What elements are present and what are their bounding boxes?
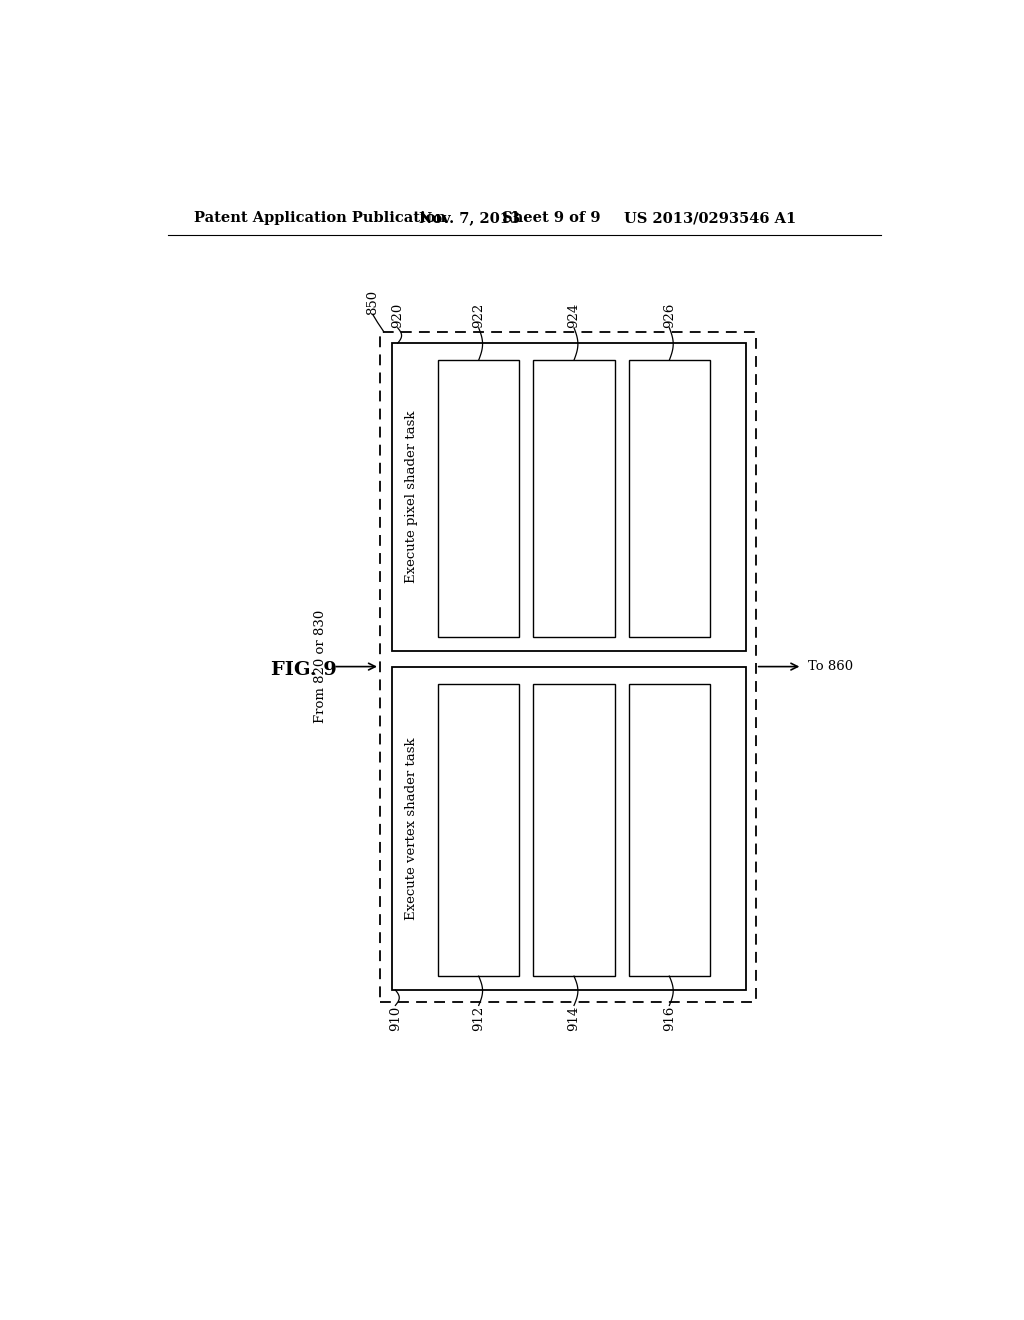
Bar (391, 343, 746, 651)
Text: Generate primitive: Generate primitive (663, 774, 676, 886)
Text: 910: 910 (389, 1006, 401, 1031)
Text: Generate data of transformed
vertex: Generate data of transformed vertex (560, 742, 588, 919)
Text: 850: 850 (367, 289, 380, 314)
Bar (629, 360, 710, 638)
Bar (380, 331, 756, 1002)
Text: 914: 914 (567, 1006, 581, 1031)
Text: FIG. 9: FIG. 9 (271, 661, 337, 680)
Text: US 2013/0293546 A1: US 2013/0293546 A1 (624, 211, 797, 226)
Text: 922: 922 (472, 302, 485, 327)
Text: Generate raster image: Generate raster image (663, 432, 676, 566)
Text: Generate data of pixel: Generate data of pixel (472, 433, 485, 565)
Bar (438, 684, 519, 977)
Text: Apply per-pixel effects: Apply per-pixel effects (567, 432, 581, 566)
Bar (391, 667, 746, 990)
Text: 924: 924 (567, 302, 581, 327)
Text: From 820 or 830: From 820 or 830 (314, 610, 328, 723)
Text: 916: 916 (663, 1006, 676, 1031)
Text: 912: 912 (472, 1006, 485, 1031)
Bar (534, 684, 614, 977)
Text: Execute pixel shader task: Execute pixel shader task (406, 411, 418, 583)
Bar (438, 360, 519, 638)
Text: Nov. 7, 2013: Nov. 7, 2013 (419, 211, 520, 226)
Text: 920: 920 (391, 302, 404, 327)
Text: Patent Application Publication: Patent Application Publication (194, 211, 445, 226)
Text: Sheet 9 of 9: Sheet 9 of 9 (503, 211, 601, 226)
Text: To 860: To 860 (809, 660, 854, 673)
Text: Read data of vertex: Read data of vertex (472, 771, 485, 888)
Bar (534, 360, 614, 638)
Text: 926: 926 (663, 302, 676, 327)
Text: Execute vertex shader task: Execute vertex shader task (406, 737, 418, 920)
Bar (629, 684, 710, 977)
